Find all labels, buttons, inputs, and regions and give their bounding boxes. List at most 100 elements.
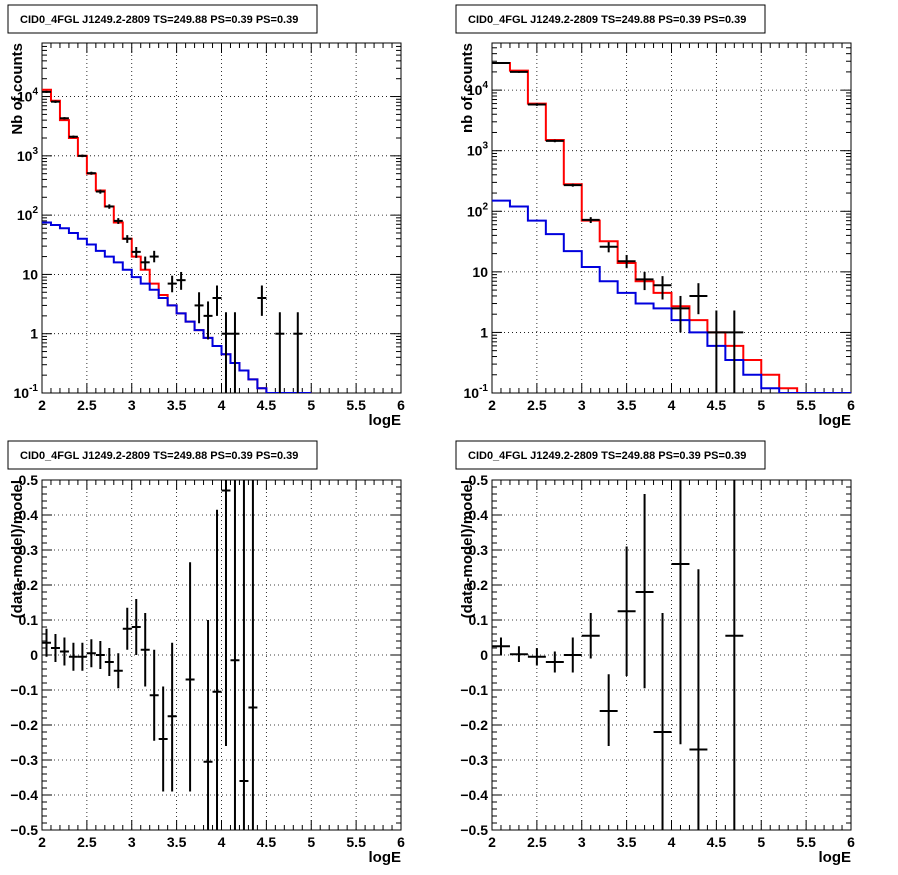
y-tick-label: 0.1 (19, 612, 39, 628)
x-tick-label: 6 (847, 834, 855, 850)
data-point (158, 686, 168, 792)
y-tick-label: 10-1 (14, 383, 39, 401)
x-tick-label: 3.5 (617, 397, 637, 413)
x-tick-label: 5.5 (346, 397, 366, 413)
chart-title-box (455, 440, 766, 470)
x-tick-label: 2 (488, 397, 496, 413)
y-tick-label: −0.3 (460, 752, 488, 768)
data-point (77, 642, 87, 671)
data-point (689, 283, 708, 315)
y-tick-label: 0 (30, 647, 38, 663)
data-point (42, 90, 51, 93)
x-tick-label: 2.5 (77, 397, 97, 413)
x-tick-label: 6 (397, 397, 405, 413)
x-axis-label: logE (369, 412, 402, 429)
data-point (492, 62, 510, 65)
x-tick-label: 3 (128, 397, 136, 413)
x-tick-label: 5.5 (796, 397, 816, 413)
y-tick-label: 104 (17, 87, 39, 105)
data-point (527, 103, 546, 106)
x-tick-label: 4 (218, 397, 226, 413)
x-tick-label: 3.5 (167, 834, 187, 850)
y-tick-label: 0.3 (469, 542, 489, 558)
data-point (203, 301, 213, 340)
data-point (59, 637, 69, 666)
y-tick-label: −0.1 (460, 682, 488, 698)
y-tick-label: −0.4 (10, 787, 38, 803)
data-point (131, 599, 141, 655)
model-source-line (42, 221, 312, 393)
y-tick-label: 103 (467, 141, 489, 159)
data-point (581, 217, 600, 224)
chart-title-box (455, 4, 766, 34)
y-tick-label: 102 (17, 205, 39, 223)
data-point (689, 569, 708, 830)
y-tick-exponent: -1 (479, 383, 488, 394)
x-tick-label: 6 (397, 834, 405, 850)
x-tick-label: 4.5 (257, 397, 277, 413)
x-axis-label: logE (819, 849, 852, 866)
y-tick-base: 10 (467, 203, 483, 219)
data-point (563, 637, 582, 673)
y-tick-label: −0.2 (10, 717, 38, 733)
y-tick-base: 10 (17, 148, 33, 164)
plot-area (492, 62, 851, 393)
y-tick-label: −0.3 (10, 752, 38, 768)
chart-title: CID0_4FGL J1249.2-2809 TS=249.88 PS=0.39… (468, 450, 746, 462)
chart-panel-3: CID0_4FGL J1249.2-2809 TS=249.88 PS=0.39… (7, 440, 405, 866)
data-point (725, 480, 744, 830)
data-point (239, 480, 249, 830)
chart-panel-1: CID0_4FGL J1249.2-2809 TS=249.88 PS=0.39… (7, 4, 405, 429)
data-point (194, 292, 204, 324)
x-tick-label: 3 (578, 397, 586, 413)
data-point (212, 285, 222, 316)
y-tick-exponent: 4 (32, 87, 38, 98)
y-tick-label: 0.2 (469, 577, 489, 593)
model-source-line (492, 199, 851, 393)
y-tick-base: 10 (14, 385, 30, 401)
data-point (104, 648, 114, 676)
y-axis-label: (data-model)/model (9, 480, 26, 618)
chart-title-box (7, 440, 318, 470)
y-tick-label: −0.5 (460, 822, 488, 838)
y-tick-base: 10 (464, 385, 480, 401)
chart-panel-4: CID0_4FGL J1249.2-2809 TS=249.88 PS=0.39… (455, 440, 855, 866)
data-point (140, 613, 150, 687)
data-point (671, 295, 690, 333)
plot-area (42, 88, 312, 393)
data-point (131, 247, 141, 258)
y-tick-label: 0.2 (19, 577, 39, 593)
plot-area (42, 480, 258, 830)
data-point (545, 139, 564, 143)
y-tick-label: 0.4 (469, 507, 489, 523)
x-tick-label: 6 (847, 397, 855, 413)
y-tick-exponent: 3 (32, 146, 38, 157)
data-point (176, 271, 186, 290)
x-tick-label: 2 (38, 397, 46, 413)
x-tick-label: 5.5 (796, 834, 816, 850)
x-tick-label: 5 (307, 397, 315, 413)
data-point (122, 607, 132, 650)
data-point (113, 218, 123, 224)
y-tick-label: 0.5 (469, 472, 489, 488)
data-point (725, 310, 744, 393)
x-tick-label: 3.5 (617, 834, 637, 850)
x-axis-label: logE (369, 849, 402, 866)
y-tick-exponent: 2 (32, 205, 38, 216)
data-point (563, 183, 582, 187)
y-tick-label: 102 (467, 201, 489, 219)
y-tick-label: 1 (480, 324, 488, 340)
y-tick-label: 1 (30, 326, 38, 342)
y-tick-base: 10 (467, 82, 483, 98)
data-point (617, 546, 636, 676)
y-tick-label: 0.4 (19, 507, 39, 523)
data-point (527, 648, 546, 666)
data-point (599, 242, 618, 253)
data-point (95, 641, 105, 669)
data-point (599, 674, 618, 746)
data-point (617, 254, 636, 269)
data-point (42, 628, 51, 657)
data-point (77, 154, 87, 158)
x-tick-label: 2.5 (527, 397, 547, 413)
